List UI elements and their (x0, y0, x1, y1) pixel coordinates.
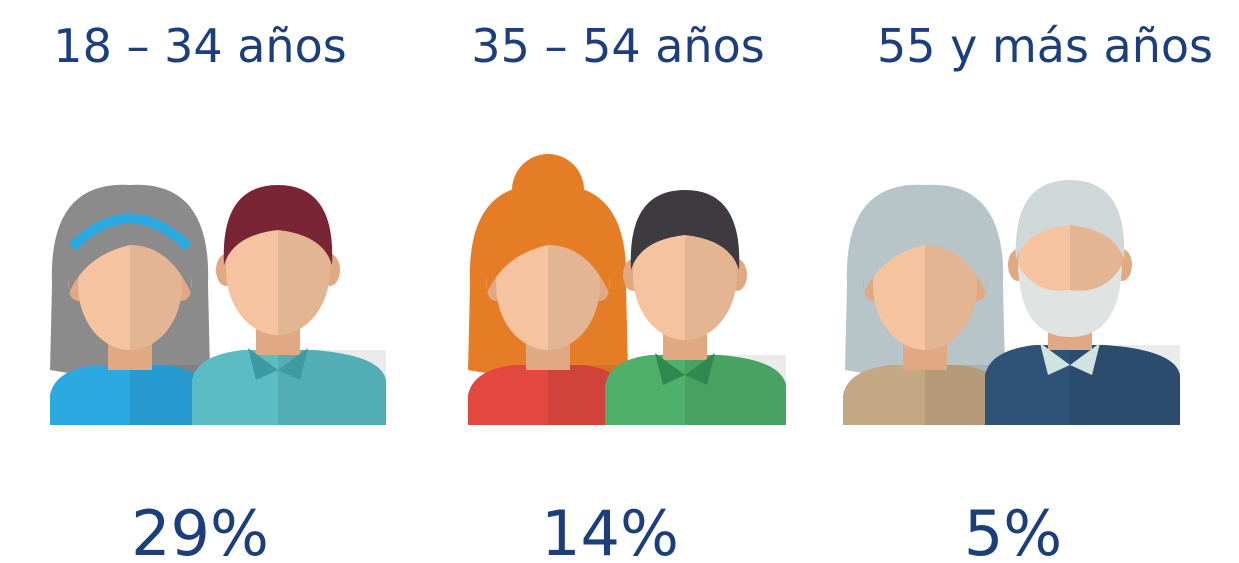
group-label: 35 – 54 años (471, 19, 764, 73)
group-label: 55 y más años (877, 19, 1213, 73)
beard (1018, 265, 1122, 337)
body (843, 365, 1005, 425)
hair-top (1015, 180, 1125, 260)
collar (248, 348, 308, 380)
collar (655, 353, 715, 385)
body (192, 350, 386, 425)
people-icons (50, 154, 1180, 425)
hair-bun (512, 154, 584, 226)
headband (68, 213, 192, 251)
body (50, 365, 212, 425)
body (985, 345, 1180, 425)
hair-top (223, 185, 333, 265)
group-percent: 5% (964, 497, 1062, 563)
body (468, 365, 628, 425)
hair-top (863, 210, 987, 295)
group-percent: 14% (541, 497, 679, 563)
head (633, 210, 737, 340)
hair-top (630, 190, 740, 270)
group-percent: 29% (131, 497, 269, 563)
group-label: 18 – 34 años (53, 19, 346, 73)
body (605, 355, 786, 425)
head (226, 205, 330, 335)
hair-top (486, 210, 610, 295)
collar (1040, 343, 1100, 375)
